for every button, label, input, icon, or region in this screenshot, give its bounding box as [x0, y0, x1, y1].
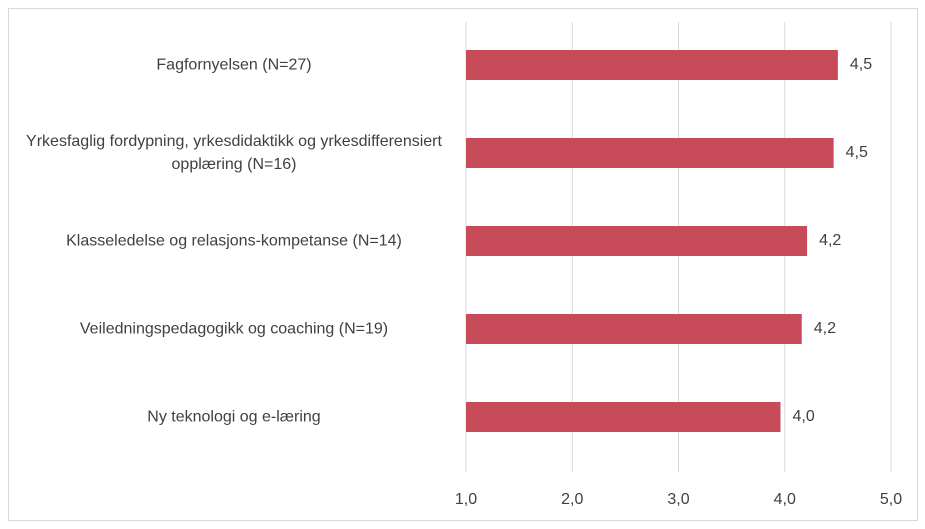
bar	[466, 50, 838, 80]
value-label: 4,5	[846, 144, 868, 161]
value-label: 4,5	[850, 56, 872, 73]
x-tick-label: 5,0	[880, 491, 902, 508]
category-label: Veiledningspedagogikk og coaching (N=19)	[79, 320, 389, 338]
x-tick-label: 2,0	[561, 491, 583, 508]
x-tick-label: 1,0	[455, 491, 477, 508]
bar	[466, 402, 781, 432]
x-tick-label: 3,0	[667, 491, 689, 508]
category-label: Ny teknologi og e-læring	[147, 408, 321, 426]
category-label: Klasseledelse og relasjons-kompetanse (N…	[66, 232, 402, 250]
value-label: 4,2	[814, 320, 836, 337]
value-label: 4,0	[793, 408, 815, 425]
x-tick-label: 4,0	[774, 491, 796, 508]
category-label: Fagfornyelsen (N=27)	[156, 56, 312, 74]
bar	[466, 138, 834, 168]
chart-border	[8, 8, 918, 521]
bar	[466, 226, 808, 256]
category-label: Yrkesfaglig fordypning, yrkesdidaktikk o…	[26, 133, 442, 173]
value-label: 4,2	[819, 232, 841, 249]
bar	[466, 314, 802, 344]
